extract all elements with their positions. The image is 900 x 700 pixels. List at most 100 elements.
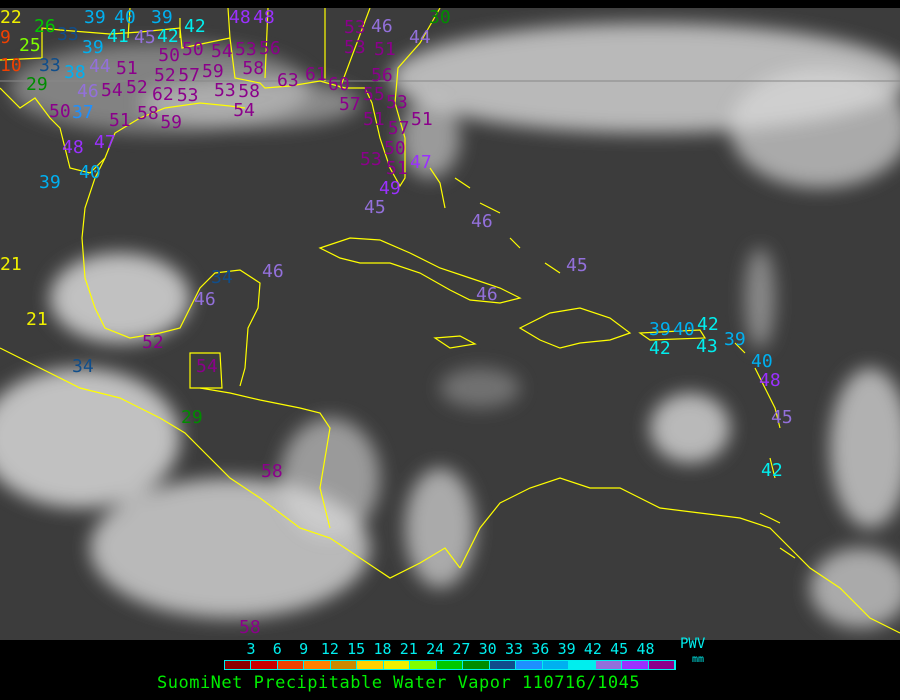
station-pwv-label: 29 [181, 407, 203, 428]
legend-tick-label: 36 [531, 640, 550, 658]
station-pwv-label: 29 [26, 74, 48, 95]
station-pwv-label: 51 [411, 109, 433, 130]
station-pwv-label: 42 [649, 338, 671, 359]
station-pwv-label: 56 [371, 65, 393, 86]
scale-segment [542, 661, 570, 669]
station-pwv-label: 53 [344, 37, 366, 58]
scale-segment [436, 661, 464, 669]
station-pwv-label: 34 [72, 356, 94, 377]
station-pwv-label: 58 [239, 617, 261, 638]
station-pwv-label: 30 [429, 7, 451, 28]
color-scale-bar [224, 660, 676, 670]
station-pwv-label: 46 [194, 289, 216, 310]
station-pwv-label: 53 [386, 92, 408, 113]
station-pwv-label: 56 [259, 38, 281, 59]
station-pwv-label: 37 [72, 102, 94, 123]
station-pwv-label: 57 [339, 94, 361, 115]
station-pwv-label: 52 [154, 65, 176, 86]
station-pwv-label: 55 [363, 84, 385, 105]
station-pwv-label: 53 [235, 39, 257, 60]
scale-segment [225, 661, 252, 669]
station-pwv-label: 10 [0, 55, 22, 76]
station-pwv-label: 25 [19, 35, 41, 56]
station-pwv-label: 45 [134, 27, 156, 48]
station-pwv-label: 40 [751, 351, 773, 372]
legend-tick-label: 6 [272, 640, 282, 658]
station-pwv-label: 59 [160, 112, 182, 134]
station-pwv-label: 41 [107, 26, 129, 47]
station-pwv-label: 44 [89, 56, 111, 77]
legend-tick-label: 24 [426, 640, 445, 658]
legend-tick-label: 18 [373, 640, 392, 658]
station-pwv-label: 21 [0, 254, 22, 275]
scale-segment [648, 661, 675, 669]
station-pwv-label: 54 [101, 80, 123, 101]
scale-segment [277, 661, 305, 669]
station-pwv-label: 60 [328, 74, 350, 95]
legend-tick-label: 45 [610, 640, 629, 658]
station-pwv-label: 58 [261, 461, 283, 482]
station-pwv-label: 46 [371, 16, 393, 37]
station-pwv-label: 61 [305, 64, 327, 85]
station-pwv-label: 50 [49, 101, 71, 122]
station-pwv-label: 42 [157, 26, 179, 47]
legend-tick-label: 48 [636, 640, 655, 658]
station-pwv-label: 33 [57, 24, 79, 45]
scale-segment [463, 661, 490, 669]
station-pwv-label: 46 [476, 284, 498, 305]
scale-segment [489, 661, 517, 669]
station-pwv-label: 39 [151, 7, 173, 28]
scale-segment [251, 661, 278, 669]
station-pwv-label: 49 [379, 178, 401, 199]
station-pwv-label: 58 [242, 58, 265, 80]
station-pwv-label: 26 [34, 16, 56, 37]
station-pwv-label: 39 [82, 37, 104, 58]
station-pwv-label: 51 [109, 110, 131, 131]
station-pwv-label: 39 [84, 7, 106, 28]
station-pwv-label: 51 [374, 39, 396, 60]
station-pwv-label: 40 [673, 319, 695, 340]
station-pwv-label: 45 [566, 255, 588, 276]
scale-segment [516, 661, 543, 669]
station-pwv-label: 38 [64, 62, 86, 83]
station-pwv-label: 40 [79, 162, 101, 183]
station-pwv-label: 63 [277, 70, 299, 91]
station-pwv-label: 48 [62, 137, 84, 158]
coastlines [0, 8, 900, 634]
station-pwv-label: 40 [114, 7, 136, 28]
legend-tick-label: 12 [320, 640, 339, 658]
legend-tick-label: 27 [452, 640, 471, 658]
station-pwv-label: 53 [344, 17, 366, 38]
scale-segment [569, 661, 596, 669]
station-pwv-label: 46 [77, 81, 99, 103]
station-pwv-label: 42 [184, 16, 206, 37]
station-pwv-label: 57 [387, 117, 410, 139]
station-pwv-label: 45 [771, 407, 793, 428]
station-pwv-label: 42 [761, 460, 783, 481]
legend-tick-label: 42 [583, 640, 602, 658]
legend-unit-sub: mm [692, 654, 705, 665]
legend-tick-label: 30 [478, 640, 497, 658]
station-pwv-label: 39 [649, 319, 671, 340]
legend-tick-label: 21 [399, 640, 418, 658]
station-pwv-label: 43 [696, 336, 718, 357]
station-pwv-label: 21 [26, 309, 48, 330]
legend-tick-label: 3 [246, 640, 256, 658]
station-pwv-label: 48 [759, 370, 781, 391]
station-pwv-label: 48 [229, 7, 251, 28]
station-pwv-label: 53 [214, 80, 236, 101]
station-pwv-label: 50 [182, 39, 204, 60]
station-pwv-label: 46 [262, 261, 284, 282]
station-pwv-label: 53 [176, 84, 199, 106]
legend-unit: PWV [680, 636, 706, 652]
station-pwv-label: 48 [253, 7, 275, 28]
station-pwv-label: 52 [142, 332, 164, 353]
station-pwv-label: 51 [363, 109, 385, 130]
station-pwv-label: 54 [233, 100, 255, 122]
station-pwv-label: 45 [364, 197, 386, 218]
legend-tick-label: 15 [347, 640, 366, 658]
station-pwv-label: 33 [39, 55, 61, 76]
station-pwv-label: 51 [386, 158, 408, 179]
scale-segment [595, 661, 623, 669]
